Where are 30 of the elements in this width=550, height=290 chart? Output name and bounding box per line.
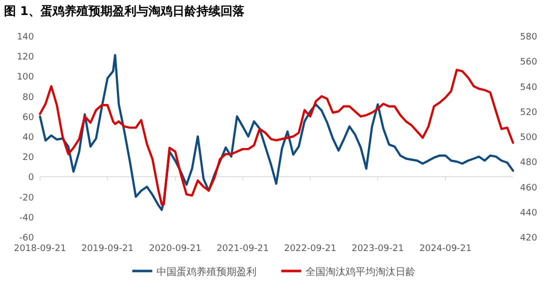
y2-tick-label: 520 [520, 108, 538, 118]
y-tick-label: 120 [16, 52, 34, 63]
y2-tick-label: 580 [520, 32, 538, 42]
y-tick-label: -20 [19, 193, 34, 204]
x-tick-label: 2024-09-21 [419, 244, 472, 254]
y2-tick-label: 420 [520, 234, 538, 244]
y-tick-label: 100 [16, 72, 34, 83]
y-tick-label: -60 [19, 234, 34, 244]
x-tick-label: 2020-09-21 [149, 244, 202, 254]
y-tick-label: 140 [16, 32, 34, 42]
legend-label: 全国淘汰鸡平均淘汰日龄 [305, 266, 416, 278]
y2-tick-label: 460 [520, 183, 538, 194]
y-tick-label: -40 [19, 213, 34, 224]
y-tick-label: 20 [22, 153, 34, 164]
y-tick-label: 80 [22, 92, 34, 103]
y2-tick-label: 480 [520, 158, 538, 168]
chart-title: 图 1、蛋鸡养殖预期盈利与淘鸡日龄持续回落 [4, 4, 246, 18]
y2-tick-label: 560 [520, 58, 538, 68]
y2-tick-label: 540 [520, 82, 538, 93]
x-tick-label: 2022-09-21 [284, 244, 336, 254]
x-tick-label: 2021-09-21 [216, 244, 269, 254]
x-tick-label: 2018-09-21 [14, 244, 66, 254]
y2-tick-label: 500 [520, 133, 538, 143]
y-tick-label: 60 [22, 112, 34, 123]
x-tick-label: 2023-09-21 [352, 244, 404, 254]
x-tick-label: 2019-09-21 [81, 244, 134, 254]
legend-label: 中国蛋鸡养殖预期盈利 [156, 266, 256, 278]
y2-tick-label: 440 [520, 208, 538, 218]
y-tick-label: 40 [22, 133, 34, 143]
y-tick-label: 0 [28, 173, 34, 184]
